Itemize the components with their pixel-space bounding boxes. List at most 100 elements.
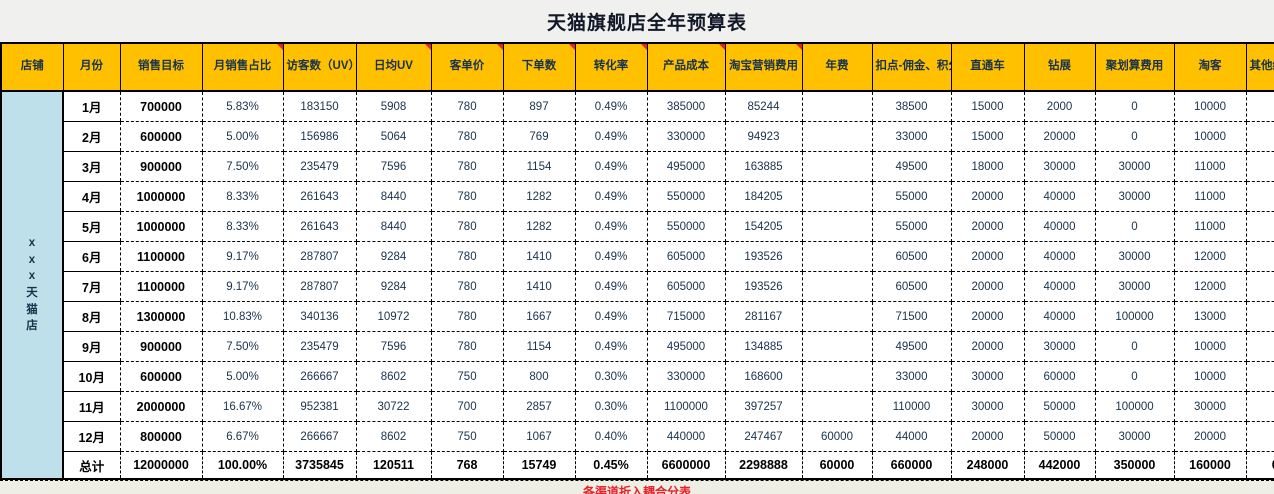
cell-taobao_mktg[interactable]: 85244 (724, 91, 803, 122)
cell-orders[interactable]: 769 (502, 121, 576, 152)
cell-daily_uv[interactable]: 10972 (355, 301, 432, 332)
cell-deduct_fee[interactable]: 38500 (871, 91, 952, 122)
cell-conversion[interactable]: 0.49% (574, 331, 648, 362)
cell-juhuasuan[interactable]: 0 (1094, 331, 1175, 362)
cell-zuanzhan[interactable]: 40000 (1023, 271, 1096, 302)
cell-orders[interactable]: 1410 (502, 271, 576, 302)
cell-month[interactable]: 9月 (62, 331, 121, 362)
cell-month_share[interactable]: 16.67% (201, 391, 284, 422)
cell-daily_uv[interactable]: 9284 (355, 271, 432, 302)
column-header-visitors[interactable]: 访客数（UV） (282, 42, 357, 92)
cell-juhuasuan[interactable]: 0 (1094, 121, 1175, 152)
cell-taoke[interactable]: 160000 (1173, 451, 1247, 480)
cell-unit_price[interactable]: 768 (430, 451, 504, 480)
cell-taoke[interactable]: 11000 (1173, 181, 1247, 212)
cell-visitors[interactable]: 287807 (282, 271, 357, 302)
cell-month_share[interactable]: 5.83% (201, 91, 284, 122)
cell-annual_fee[interactable] (801, 331, 873, 362)
cell-zuanzhan[interactable]: 50000 (1023, 391, 1096, 422)
cell-daily_uv[interactable]: 5908 (355, 91, 432, 122)
cell-taobao_mktg[interactable]: 154205 (724, 211, 803, 242)
cell-conversion[interactable]: 0.49% (574, 91, 648, 122)
cell-deduct_fee[interactable]: 660000 (871, 451, 952, 480)
cell-month_share[interactable]: 7.50% (201, 331, 284, 362)
cell-product_cost[interactable]: 330000 (646, 121, 726, 152)
cell-taobao_mktg[interactable]: 397257 (724, 391, 803, 422)
cell-taobao_mktg[interactable]: 2298888 (724, 451, 803, 480)
cell-other_cost[interactable] (1245, 151, 1274, 182)
cell-annual_fee[interactable] (801, 151, 873, 182)
cell-orders[interactable]: 1410 (502, 241, 576, 272)
cell-visitors[interactable]: 287807 (282, 241, 357, 272)
cell-juhuasuan[interactable]: 350000 (1094, 451, 1175, 480)
cell-zuanzhan[interactable]: 30000 (1023, 151, 1096, 182)
cell-annual_fee[interactable] (801, 121, 873, 152)
cell-month_share[interactable]: 8.33% (201, 181, 284, 212)
cell-orders[interactable]: 1667 (502, 301, 576, 332)
cell-product_cost[interactable]: 1100000 (646, 391, 726, 422)
cell-orders[interactable]: 1154 (502, 331, 576, 362)
column-header-zhitongche[interactable]: 直通车 (950, 42, 1025, 92)
cell-unit_price[interactable]: 780 (430, 241, 504, 272)
cell-daily_uv[interactable]: 7596 (355, 331, 432, 362)
column-header-taoke[interactable]: 淘客 (1173, 42, 1247, 92)
cell-daily_uv[interactable]: 5064 (355, 121, 432, 152)
cell-taoke[interactable]: 12000 (1173, 271, 1247, 302)
cell-taobao_mktg[interactable]: 163885 (724, 151, 803, 182)
cell-annual_fee[interactable]: 60000 (801, 421, 873, 452)
cell-month[interactable]: 10月 (62, 361, 121, 392)
cell-unit_price[interactable]: 780 (430, 121, 504, 152)
cell-taoke[interactable]: 13000 (1173, 301, 1247, 332)
cell-sales_target[interactable]: 800000 (119, 421, 203, 452)
column-header-unit-price[interactable]: 客单价 (430, 42, 504, 92)
cell-sales_target[interactable]: 1300000 (119, 301, 203, 332)
cell-month_share[interactable]: 8.33% (201, 211, 284, 242)
cell-deduct_fee[interactable]: 49500 (871, 331, 952, 362)
cell-unit_price[interactable]: 780 (430, 151, 504, 182)
cell-visitors[interactable]: 235479 (282, 151, 357, 182)
cell-unit_price[interactable]: 780 (430, 331, 504, 362)
cell-sales_target[interactable]: 12000000 (119, 451, 203, 480)
cell-month_share[interactable]: 6.67% (201, 421, 284, 452)
cell-taoke[interactable]: 10000 (1173, 361, 1247, 392)
cell-orders[interactable]: 15749 (502, 451, 576, 480)
cell-conversion[interactable]: 0.30% (574, 361, 648, 392)
cell-unit_price[interactable]: 780 (430, 91, 504, 122)
column-header-shop[interactable]: 店铺 (0, 42, 64, 92)
cell-other_cost[interactable] (1245, 181, 1274, 212)
cell-orders[interactable]: 1154 (502, 151, 576, 182)
cell-conversion[interactable]: 0.40% (574, 421, 648, 452)
cell-product_cost[interactable]: 550000 (646, 181, 726, 212)
cell-zuanzhan[interactable]: 40000 (1023, 181, 1096, 212)
cell-month[interactable]: 2月 (62, 121, 121, 152)
cell-orders[interactable]: 897 (502, 91, 576, 122)
cell-conversion[interactable]: 0.49% (574, 181, 648, 212)
cell-deduct_fee[interactable]: 33000 (871, 121, 952, 152)
cell-annual_fee[interactable] (801, 91, 873, 122)
cell-other_cost[interactable] (1245, 211, 1274, 242)
cell-visitors[interactable]: 952381 (282, 391, 357, 422)
cell-conversion[interactable]: 0.49% (574, 211, 648, 242)
cell-other_cost[interactable] (1245, 271, 1274, 302)
cell-conversion[interactable]: 0.49% (574, 301, 648, 332)
cell-taoke[interactable]: 11000 (1173, 211, 1247, 242)
cell-deduct_fee[interactable]: 71500 (871, 301, 952, 332)
cell-zhitongche[interactable]: 20000 (950, 181, 1025, 212)
cell-zuanzhan[interactable]: 30000 (1023, 331, 1096, 362)
column-header-other-cost[interactable]: 其他经营费用 (1245, 42, 1274, 92)
cell-sales_target[interactable]: 1000000 (119, 181, 203, 212)
cell-visitors[interactable]: 266667 (282, 361, 357, 392)
cell-conversion[interactable]: 0.49% (574, 151, 648, 182)
cell-taoke[interactable]: 11000 (1173, 151, 1247, 182)
cell-juhuasuan[interactable]: 30000 (1094, 421, 1175, 452)
cell-deduct_fee[interactable]: 60500 (871, 271, 952, 302)
cell-other_cost[interactable] (1245, 331, 1274, 362)
cell-zhitongche[interactable]: 20000 (950, 421, 1025, 452)
cell-visitors[interactable]: 235479 (282, 331, 357, 362)
cell-unit_price[interactable]: 750 (430, 421, 504, 452)
cell-sales_target[interactable]: 2000000 (119, 391, 203, 422)
cell-sales_target[interactable]: 900000 (119, 151, 203, 182)
cell-month_share[interactable]: 10.83% (201, 301, 284, 332)
cell-juhuasuan[interactable]: 30000 (1094, 271, 1175, 302)
cell-month_share[interactable]: 9.17% (201, 241, 284, 272)
